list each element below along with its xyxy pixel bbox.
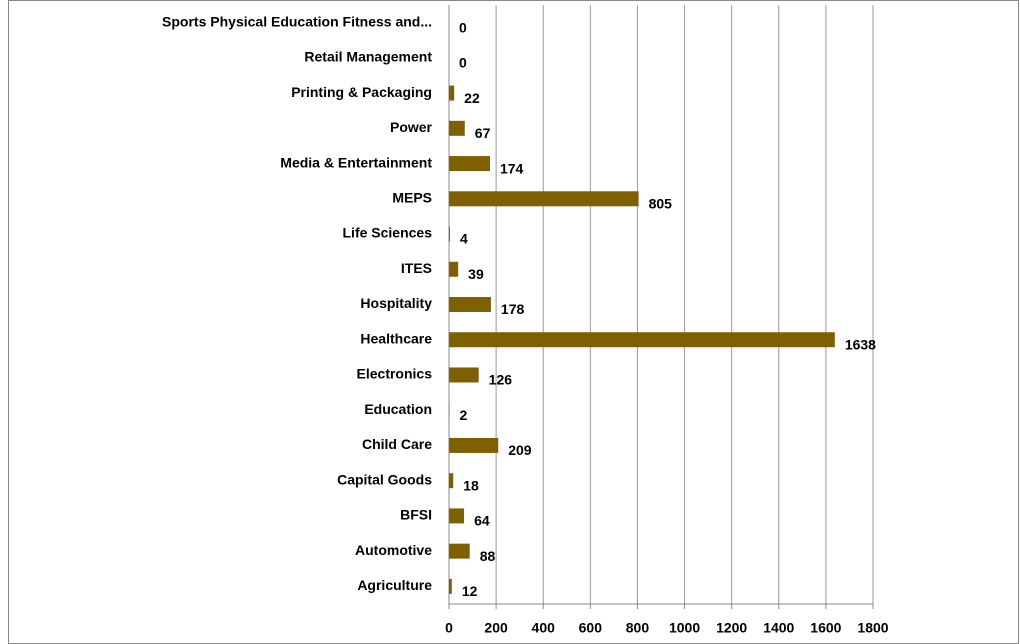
value-label: 126: [489, 372, 513, 388]
x-tick-label: 1200: [716, 620, 747, 636]
y-tick-label: Retail Management: [304, 49, 432, 65]
y-tick-label: Printing & Packaging: [291, 84, 432, 100]
bar: [449, 191, 639, 207]
y-tick-label: ITES: [401, 260, 432, 276]
bar: [449, 297, 491, 312]
x-tick-label: 600: [579, 620, 603, 636]
y-tick-label: Media & Entertainment: [280, 154, 432, 170]
bar: [449, 543, 470, 559]
x-tick-label: 200: [484, 620, 508, 636]
y-tick-label: Electronics: [357, 366, 433, 382]
chart-frame: [8, 0, 1019, 644]
value-label: 22: [464, 90, 480, 106]
value-label: 0: [459, 55, 467, 71]
y-tick-label: Capital Goods: [337, 471, 432, 487]
value-label: 12: [462, 583, 478, 599]
bar: [449, 261, 459, 277]
bar: [449, 120, 465, 136]
y-tick-label: Education: [364, 401, 432, 417]
y-tick-label: Power: [390, 119, 433, 135]
y-tick-label: Child Care: [362, 436, 432, 452]
value-label: 209: [508, 442, 532, 458]
x-tick-label: 1600: [810, 620, 841, 636]
x-tick-label: 400: [532, 620, 556, 636]
x-tick-label: 1800: [857, 620, 888, 636]
bar: [449, 226, 450, 242]
y-tick-label: Sports Physical Education Fitness and...: [162, 13, 432, 29]
bar: [449, 85, 455, 101]
bar: [449, 578, 452, 594]
value-label: 178: [501, 301, 525, 317]
value-label: 64: [474, 513, 490, 529]
bar: [449, 508, 465, 524]
value-label: 0: [459, 19, 467, 35]
y-tick-label: Automotive: [355, 542, 432, 558]
bar: [449, 367, 479, 383]
bar: [449, 473, 454, 489]
y-tick-label: MEPS: [392, 189, 432, 205]
value-label: 805: [649, 195, 673, 211]
value-label: 39: [468, 266, 484, 282]
x-tick-label: 800: [626, 620, 650, 636]
value-label: 88: [480, 548, 496, 564]
value-label: 174: [500, 160, 524, 176]
value-label: 4: [460, 231, 468, 247]
bar: [449, 332, 835, 348]
y-tick-label: Hospitality: [360, 295, 432, 311]
x-tick-label: 1000: [669, 620, 700, 636]
bar: [449, 156, 490, 172]
y-tick-label: BFSI: [400, 507, 432, 523]
y-tick-label: Life Sciences: [343, 225, 433, 241]
value-label: 2: [459, 407, 467, 423]
x-tick-label: 1400: [763, 620, 794, 636]
bar: [449, 437, 499, 453]
y-tick-label: Healthcare: [360, 330, 432, 346]
value-label: 1638: [845, 336, 876, 352]
value-label: 67: [475, 125, 491, 141]
x-tick-label: 0: [445, 620, 453, 636]
value-label: 18: [463, 477, 479, 493]
y-tick-label: Agriculture: [357, 577, 432, 593]
